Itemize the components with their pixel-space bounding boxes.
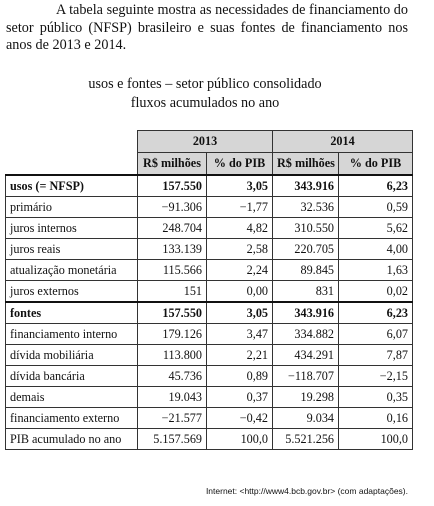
row-label: primário [5, 196, 138, 218]
table-row: demais 19.043 0,37 19.298 0,35 [5, 386, 413, 408]
value-cell: 220.705 [272, 238, 339, 260]
value-cell: −21.577 [137, 407, 207, 429]
row-label: juros internos [5, 217, 138, 239]
value-cell: 19.298 [272, 386, 339, 408]
table-subtitle: fluxos acumulados no ano [130, 95, 280, 111]
table-row: primário −91.306 −1,77 32.536 0,59 [5, 196, 413, 218]
blank-cell [6, 131, 138, 153]
value-cell: 2,21 [206, 344, 273, 366]
value-cell: 0,35 [338, 386, 413, 408]
row-label: dívida bancária [5, 365, 138, 387]
table-row: juros externos 151 0,00 831 0,02 [5, 280, 413, 303]
value-cell: −1,77 [206, 196, 273, 218]
value-cell: 5.157.569 [137, 428, 207, 450]
value-cell: 3,05 [206, 174, 273, 197]
value-cell: 0,89 [206, 365, 273, 387]
value-cell: 115.566 [137, 259, 207, 281]
year-header: 2014 [272, 130, 413, 153]
value-cell: 151 [137, 280, 207, 303]
value-cell: 0,02 [338, 280, 413, 303]
value-cell: 157.550 [137, 174, 207, 197]
table-row: financiamento interno 179.126 3,47 334.882 6… [5, 323, 413, 345]
table-row: juros internos 248.704 4,82 310.550 5,62 [5, 217, 413, 239]
row-label: atualização monetária [5, 259, 138, 281]
value-cell: 343.916 [272, 174, 339, 197]
value-cell: −2,15 [338, 365, 413, 387]
value-cell: 45.736 [137, 365, 207, 387]
table-row: atualização monetária 115.566 2,24 89.845 1,… [5, 259, 413, 281]
table-row: PIB acumulado no ano 5.157.569 100,0 5.521.… [5, 428, 413, 450]
value-cell: 6,23 [338, 174, 413, 197]
value-cell: 19.043 [137, 386, 207, 408]
value-cell: 4,00 [338, 238, 413, 260]
column-header: R$ milhões [272, 152, 339, 176]
value-cell: 4,82 [206, 217, 273, 239]
column-header: % do PIB [338, 152, 413, 176]
value-cell: 0,37 [206, 386, 273, 408]
row-label: financiamento interno [5, 323, 138, 345]
row-label: juros reais [5, 238, 138, 260]
value-cell: 113.800 [137, 344, 207, 366]
value-cell: 133.139 [137, 238, 207, 260]
value-cell: 100,0 [206, 428, 273, 450]
table-row: dívida bancária 45.736 0,89 −118.707 −2,15 [5, 365, 413, 387]
value-cell: 334.882 [272, 323, 339, 345]
intro-text: A tabela seguinte mostra as necessidades… [6, 2, 408, 53]
value-cell: 5.521.256 [272, 428, 339, 450]
row-label: dívida mobiliária [5, 344, 138, 366]
year-row: 2013 2014 [6, 130, 413, 153]
table-row: usos (= NFSP) 157.550 3,05 343.916 6,23 [5, 174, 413, 197]
row-label: PIB acumulado no ano [5, 428, 138, 450]
row-label: demais [5, 386, 138, 408]
value-cell: 831 [272, 280, 339, 303]
value-cell: 434.291 [272, 344, 339, 366]
column-header: % do PIB [206, 152, 273, 176]
value-cell: 0,59 [338, 196, 413, 218]
row-label: usos (= NFSP) [5, 174, 138, 197]
value-cell: 343.916 [272, 301, 339, 324]
table-row: financiamento externo −21.577 −0,42 9.034 0,… [5, 407, 413, 429]
value-cell: 248.704 [137, 217, 207, 239]
value-cell: 6,23 [338, 301, 413, 324]
value-cell: −91.306 [137, 196, 207, 218]
table-row: fontes 157.550 3,05 343.916 6,23 [5, 301, 413, 324]
value-cell: 2,24 [206, 259, 273, 281]
column-header: R$ milhões [137, 152, 207, 176]
value-cell: 2,58 [206, 238, 273, 260]
row-label: fontes [5, 301, 138, 324]
value-cell: 3,47 [206, 323, 273, 345]
table-row: dívida mobiliária 113.800 2,21 434.291 7,87 [5, 344, 413, 366]
table-title: usos e fontes – setor público consolidad… [88, 76, 322, 92]
source-note: Internet: <http://www4.bcb.gov.br> (com … [205, 486, 408, 496]
row-label: financiamento externo [5, 407, 138, 429]
value-cell: 3,05 [206, 301, 273, 324]
value-cell: 32.536 [272, 196, 339, 218]
value-cell: 0,00 [206, 280, 273, 303]
value-cell: −0,42 [206, 407, 273, 429]
value-cell: 6,07 [338, 323, 413, 345]
row-label: juros externos [5, 280, 138, 303]
value-cell: 5,62 [338, 217, 413, 239]
value-cell: 157.550 [137, 301, 207, 324]
column-row: R$ milhões% do PIB R$ milhões% do PIB [6, 152, 413, 176]
value-cell: 9.034 [272, 407, 339, 429]
value-cell: 89.845 [272, 259, 339, 281]
data-table: 2013 2014 R$ milhões% do PIB R$ milhões% … [5, 130, 413, 450]
blank-cell [6, 153, 138, 176]
value-cell: −118.707 [272, 365, 339, 387]
value-cell: 179.126 [137, 323, 207, 345]
year-header: 2013 [137, 130, 273, 153]
value-cell: 7,87 [338, 344, 413, 366]
value-cell: 1,63 [338, 259, 413, 281]
value-cell: 100,0 [338, 428, 413, 450]
value-cell: 310.550 [272, 217, 339, 239]
value-cell: 0,16 [338, 407, 413, 429]
table-row: juros reais 133.139 2,58 220.705 4,00 [5, 238, 413, 260]
